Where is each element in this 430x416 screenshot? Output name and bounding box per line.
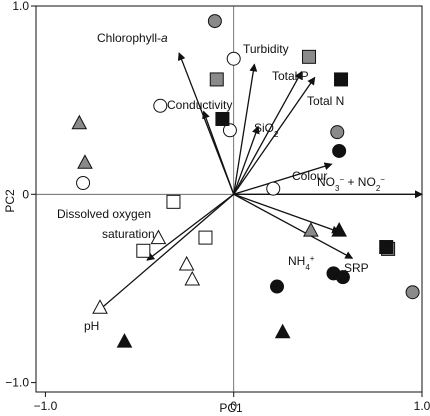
plot-frame — [35, 5, 423, 393]
square-point — [334, 72, 349, 87]
vector-label: NO3− + NO2− — [317, 175, 385, 193]
sample-points — [71, 14, 420, 348]
vector-label: Dissolved oxygen — [57, 207, 151, 221]
vector-label: SiO2 — [254, 121, 279, 139]
triangle-point — [178, 255, 195, 271]
vector-label: Turbidity — [243, 42, 289, 56]
vector-arrow — [233, 63, 258, 195]
circle-point — [332, 143, 347, 158]
x-tick-label: −1.0 — [34, 399, 58, 413]
vector-labels: Chlorophyll-a Turbidity Total P Total N Cond… — [57, 31, 385, 333]
y-axis-title: PC2 — [3, 189, 17, 213]
loading-vectors — [97, 52, 423, 312]
x-axis-title: PC1 — [219, 401, 243, 415]
triangle-point — [274, 323, 291, 339]
triangle-point — [92, 299, 108, 314]
axis-ticks: −1.0 0 1.0 1.0 0 −1.0 — [5, 0, 430, 413]
vector-arrow — [202, 110, 235, 195]
vector-label: Total N — [307, 94, 344, 108]
vector-arrow — [97, 193, 235, 312]
circle-point — [226, 51, 241, 66]
circle-point — [270, 279, 285, 294]
vector-label: Chlorophyll-a — [97, 31, 168, 45]
triangle-point — [116, 333, 133, 348]
vector-label: pH — [84, 319, 99, 333]
vector-arrow — [233, 71, 303, 195]
circle-point — [153, 98, 168, 113]
vector-label: Conductivity — [167, 98, 232, 112]
vector-arrow — [233, 76, 316, 195]
triangle-point — [71, 114, 88, 130]
circle-point — [335, 270, 350, 285]
square-point — [166, 194, 181, 209]
triangle-point — [331, 222, 347, 237]
vector-label: NH4+ — [288, 254, 315, 272]
circle-point — [266, 181, 281, 196]
vector-label: Total P — [272, 69, 309, 83]
triangle-point — [150, 229, 167, 245]
circle-point — [222, 123, 237, 138]
y-tick-label: 1.0 — [12, 0, 29, 13]
circle-point — [207, 14, 222, 29]
vector-arrow — [233, 193, 341, 234]
triangle-point — [184, 270, 201, 286]
square-point — [198, 230, 213, 245]
triangle-point — [303, 222, 319, 237]
vector-label: SRP — [344, 261, 369, 275]
vector-arrow — [233, 125, 260, 195]
square-point — [302, 49, 317, 64]
square-point — [209, 72, 224, 87]
square-point — [215, 111, 230, 126]
vector-label: saturation — [102, 227, 155, 241]
y-tick-label: 0 — [22, 187, 29, 201]
circle-point — [330, 125, 345, 140]
vector-arrow — [233, 193, 354, 259]
circle-point — [405, 285, 420, 300]
vector-label: Colour — [292, 169, 327, 183]
x-tick-label: 1.0 — [414, 399, 430, 413]
square-point — [379, 240, 394, 255]
circle-point — [76, 175, 91, 190]
y-tick-label: −1.0 — [5, 376, 29, 390]
vector-arrow — [146, 193, 235, 261]
vector-arrow — [233, 162, 333, 195]
square-point — [136, 243, 151, 258]
triangle-point — [77, 154, 93, 169]
x-tick-label: 0 — [230, 399, 237, 413]
